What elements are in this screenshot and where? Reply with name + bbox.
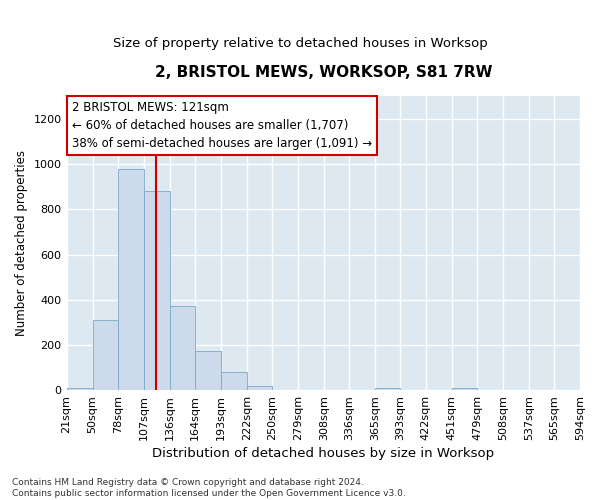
Bar <box>67 388 92 390</box>
Bar <box>170 306 194 390</box>
Bar <box>375 388 400 390</box>
X-axis label: Distribution of detached houses by size in Worksop: Distribution of detached houses by size … <box>152 447 494 460</box>
Bar <box>247 386 272 390</box>
Text: Contains HM Land Registry data © Crown copyright and database right 2024.
Contai: Contains HM Land Registry data © Crown c… <box>12 478 406 498</box>
Bar <box>118 168 143 390</box>
Bar <box>194 350 221 390</box>
Bar <box>92 320 118 390</box>
Title: 2, BRISTOL MEWS, WORKSOP, S81 7RW: 2, BRISTOL MEWS, WORKSOP, S81 7RW <box>155 65 492 80</box>
Y-axis label: Number of detached properties: Number of detached properties <box>15 150 28 336</box>
Text: 2 BRISTOL MEWS: 121sqm
← 60% of detached houses are smaller (1,707)
38% of semi-: 2 BRISTOL MEWS: 121sqm ← 60% of detached… <box>71 101 372 150</box>
Bar <box>221 372 247 390</box>
Text: Size of property relative to detached houses in Worksop: Size of property relative to detached ho… <box>113 38 487 51</box>
Bar <box>143 192 170 390</box>
Bar <box>452 388 477 390</box>
